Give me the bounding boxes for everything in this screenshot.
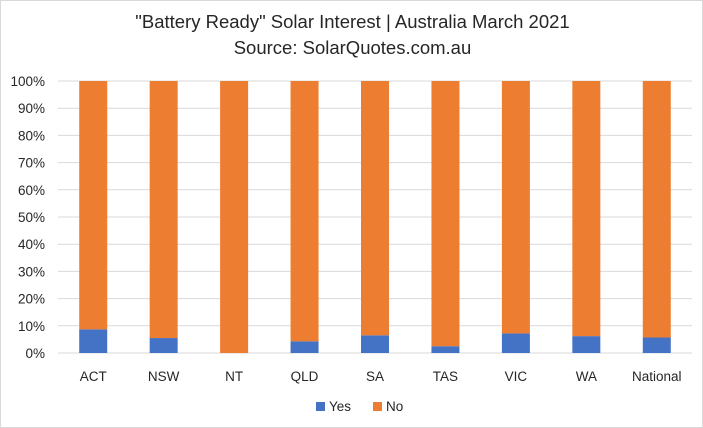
y-tick-label: 20% [18, 292, 45, 307]
bar-yes-qld [290, 341, 319, 353]
chart-subtitle: Source: SolarQuotes.com.au [233, 37, 472, 58]
bar-no-nt [220, 81, 249, 353]
bar-no-sa [361, 81, 389, 336]
y-tick-label: 90% [18, 101, 45, 116]
bar-yes-national [642, 337, 671, 353]
y-tick-label: 40% [18, 237, 45, 252]
y-tick-label: 0% [25, 346, 45, 361]
bar-no-tas [431, 81, 460, 347]
chart-title: "Battery Ready" Solar Interest | Austral… [135, 11, 570, 32]
x-tick-label: VIC [505, 369, 528, 384]
bar-no-qld [290, 81, 319, 342]
y-tick-label: 60% [18, 183, 45, 198]
bar-yes-vic [501, 333, 530, 353]
bar-no-act [79, 81, 108, 330]
bar-yes-wa [572, 336, 601, 353]
y-tick-label: 100% [10, 74, 45, 89]
bar-yes-sa [361, 335, 389, 353]
bar-yes-nsw [149, 338, 178, 353]
x-tick-label: NSW [148, 369, 180, 384]
bar-no-national [642, 81, 671, 338]
legend-label-yes: Yes [329, 399, 351, 414]
y-tick-label: 50% [18, 210, 45, 225]
x-tick-label: SA [366, 369, 384, 384]
x-tick-label: WA [576, 369, 597, 384]
bar-no-vic [501, 81, 530, 334]
x-tick-label: ACT [80, 369, 107, 384]
y-tick-label: 70% [18, 156, 45, 171]
bar-no-nsw [149, 81, 178, 339]
y-tick-label: 80% [18, 128, 45, 143]
x-tick-label: NT [225, 369, 243, 384]
y-tick-label: 30% [18, 264, 45, 279]
bar-yes-tas [431, 346, 460, 353]
legend-swatch-yes [316, 402, 325, 411]
y-tick-label: 10% [18, 319, 45, 334]
bar-no-wa [572, 81, 601, 337]
x-tick-label: TAS [433, 369, 458, 384]
x-tick-label: National [632, 369, 682, 384]
bar-yes-act [79, 329, 108, 353]
legend-swatch-no [373, 402, 382, 411]
legend-label-no: No [386, 399, 403, 414]
x-tick-label: QLD [291, 369, 319, 384]
